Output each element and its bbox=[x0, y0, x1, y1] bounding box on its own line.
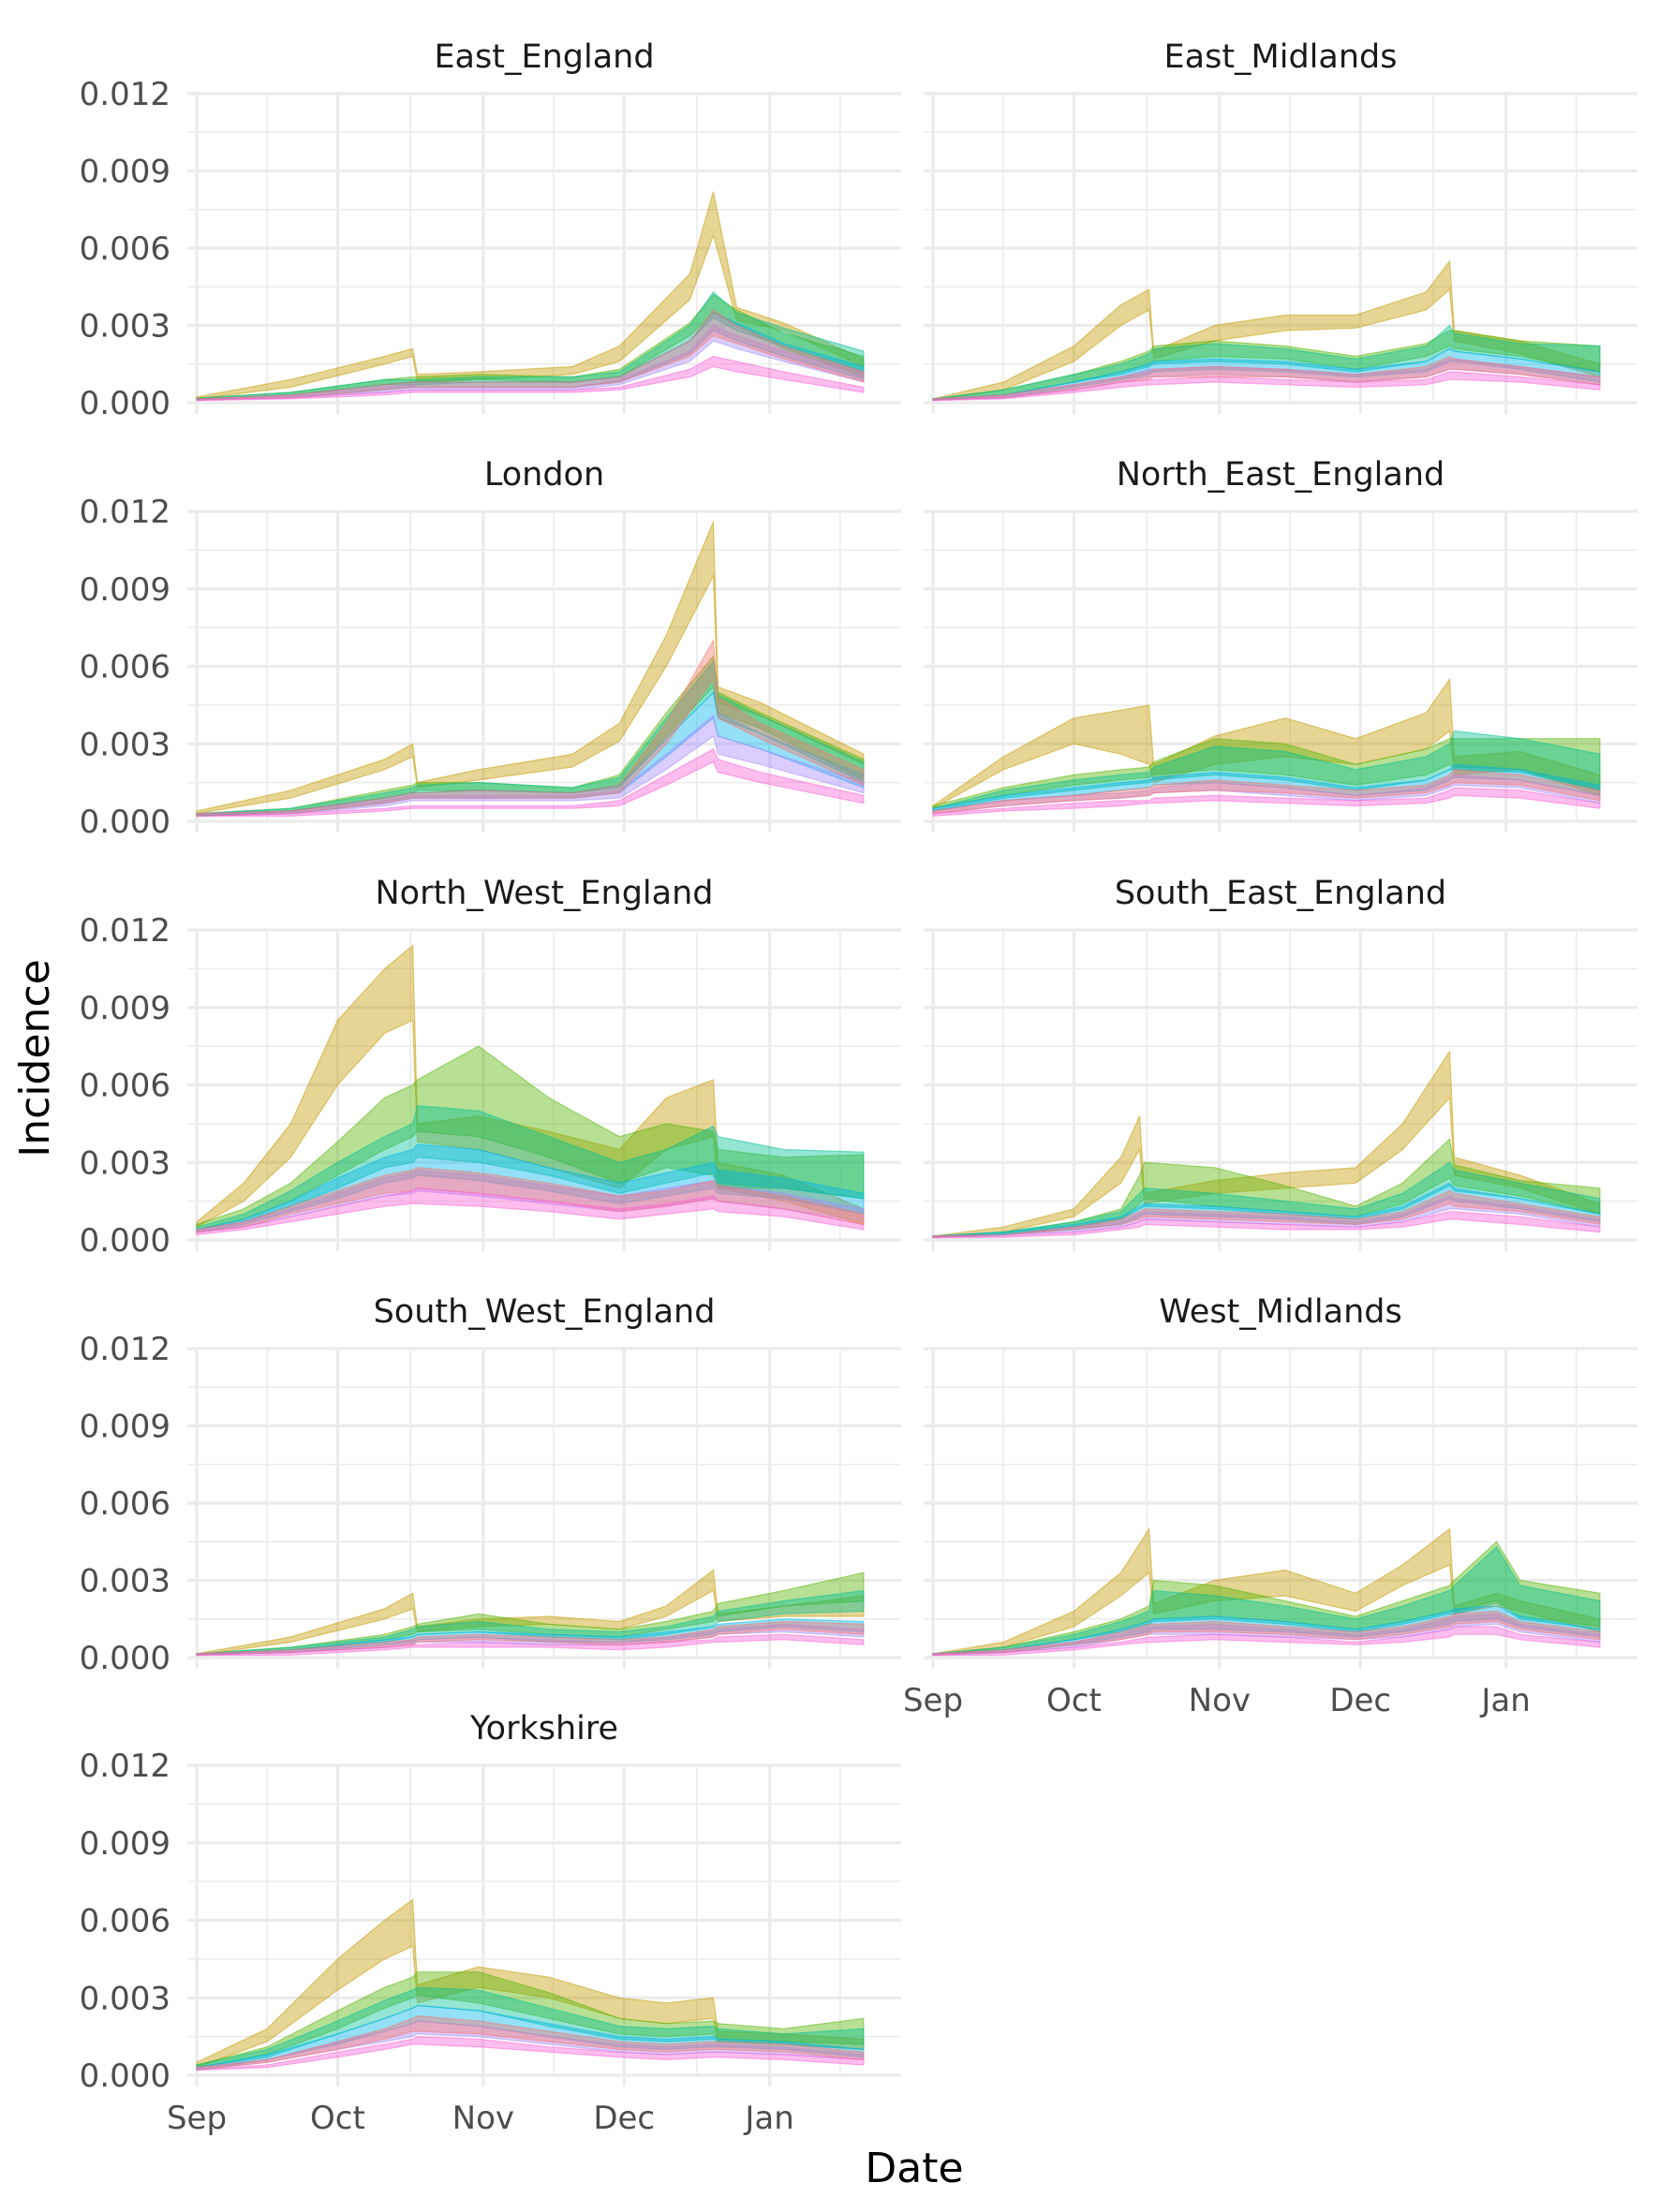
x-tick-label: Nov bbox=[452, 2100, 514, 2137]
panels-layer: East_England0.0000.0030.0060.0090.012Eas… bbox=[80, 38, 1637, 2137]
y-tick-label: 0.000 bbox=[80, 2057, 170, 2095]
y-tick-label: 0.000 bbox=[80, 804, 170, 841]
ribbon-series-6 bbox=[196, 309, 865, 401]
y-tick-label: 0.003 bbox=[80, 1144, 170, 1182]
ribbon-series-6 bbox=[196, 1620, 865, 1656]
y-tick-label: 0.012 bbox=[80, 494, 170, 531]
panel-east-midlands: East_Midlands bbox=[924, 38, 1637, 414]
ribbon-series-7 bbox=[196, 747, 865, 818]
y-tick-label: 0.012 bbox=[80, 76, 170, 113]
y-tick-label: 0.009 bbox=[80, 1825, 170, 1863]
y-tick-label: 0.009 bbox=[80, 990, 170, 1027]
ribbon-series-7 bbox=[932, 1626, 1601, 1657]
panel-east-england: East_England 0.000 0.003 0.006 0.009 0.012 bbox=[80, 38, 901, 422]
y-tick-label: 0.009 bbox=[80, 1408, 170, 1446]
panel-north-east-england: North_East_England bbox=[924, 456, 1637, 833]
y-tick-label: 0.012 bbox=[80, 1331, 170, 1368]
x-axis-title: Date bbox=[865, 2145, 963, 2192]
ribbon-series-7 bbox=[196, 1633, 865, 1657]
y-tick-label: 0.000 bbox=[80, 1640, 170, 1677]
panel-strip-label: South_East_England bbox=[1115, 875, 1446, 912]
panel-strip-label: East_England bbox=[434, 38, 654, 76]
x-tick-label: Dec bbox=[593, 2100, 655, 2137]
panel-west-midlands: West_Midlands Sep Oct Nov Dec Jan bbox=[903, 1293, 1637, 1719]
ribbon-series-6 bbox=[932, 1189, 1601, 1238]
y-tick-label: 0.000 bbox=[80, 1222, 170, 1260]
panel-london: London 0.000 0.003 0.006 0.009 0.012 bbox=[80, 456, 901, 841]
y-tick-label: 0.009 bbox=[80, 154, 170, 191]
y-tick-label: 0.003 bbox=[80, 1980, 170, 2017]
panel-strip-label: North_West_England bbox=[375, 875, 713, 912]
ribbon-series-5 bbox=[196, 714, 865, 818]
panel-strip-label: Yorkshire bbox=[469, 1710, 618, 1747]
ribbon-series-6 bbox=[932, 769, 1601, 815]
ribbon-series-7 bbox=[196, 2035, 865, 2072]
y-tick-label: 0.003 bbox=[80, 726, 170, 763]
panel-south-east-england: South_East_England bbox=[924, 875, 1637, 1251]
y-tick-label: 0.006 bbox=[80, 649, 170, 686]
ribbon-series-7 bbox=[196, 1187, 865, 1236]
ribbon-series-7 bbox=[932, 1211, 1601, 1239]
x-tick-label: Oct bbox=[310, 2100, 365, 2137]
x-tick-label: Sep bbox=[167, 2100, 227, 2137]
x-tick-label: Oct bbox=[1046, 1682, 1102, 1719]
y-tick-label: 0.003 bbox=[80, 1563, 170, 1600]
y-tick-label: 0.012 bbox=[80, 912, 170, 950]
ribbon-series-7 bbox=[932, 787, 1601, 818]
y-tick-label: 0.006 bbox=[80, 1068, 170, 1105]
x-tick-label: Jan bbox=[743, 2100, 793, 2137]
y-tick-label: 0.009 bbox=[80, 571, 170, 609]
panel-strip-label: South_West_England bbox=[374, 1293, 716, 1331]
y-tick-label: 0.003 bbox=[80, 308, 170, 346]
panel-strip-label: East_Midlands bbox=[1164, 38, 1398, 76]
x-tick-label: Dec bbox=[1329, 1682, 1391, 1719]
panel-north-west-england: North_West_England 0.000 0.003 0.006 0.009 0.… bbox=[80, 875, 901, 1260]
panel-strip-label: North_East_England bbox=[1117, 456, 1445, 494]
ribbon-series-7 bbox=[196, 355, 865, 402]
ribbon-series-1 bbox=[196, 1569, 865, 1656]
x-tick-label: Nov bbox=[1189, 1682, 1251, 1719]
y-tick-label: 0.006 bbox=[80, 1485, 170, 1523]
x-tick-label: Sep bbox=[903, 1682, 963, 1719]
panel-strip-label: West_Midlands bbox=[1159, 1293, 1402, 1331]
x-tick-label: Jan bbox=[1479, 1682, 1530, 1719]
ribbon-series-7 bbox=[932, 371, 1601, 402]
ribbon-series-6 bbox=[196, 638, 865, 818]
panel-yorkshire: Yorkshire 0.000 0.003 0.006 0.009 0.012 Sep Oct… bbox=[80, 1710, 901, 2137]
panel-south-west-england: South_West_England 0.000 0.003 0.006 0.009 0.… bbox=[80, 1293, 901, 1677]
y-axis-title: Incidence bbox=[11, 959, 59, 1157]
y-tick-label: 0.012 bbox=[80, 1747, 170, 1785]
ribbon-series-6 bbox=[932, 1610, 1601, 1656]
panel-strip-label: London bbox=[484, 456, 604, 494]
y-tick-label: 0.006 bbox=[80, 230, 170, 268]
y-tick-label: 0.006 bbox=[80, 1903, 170, 1940]
y-tick-label: 0.000 bbox=[80, 385, 170, 422]
